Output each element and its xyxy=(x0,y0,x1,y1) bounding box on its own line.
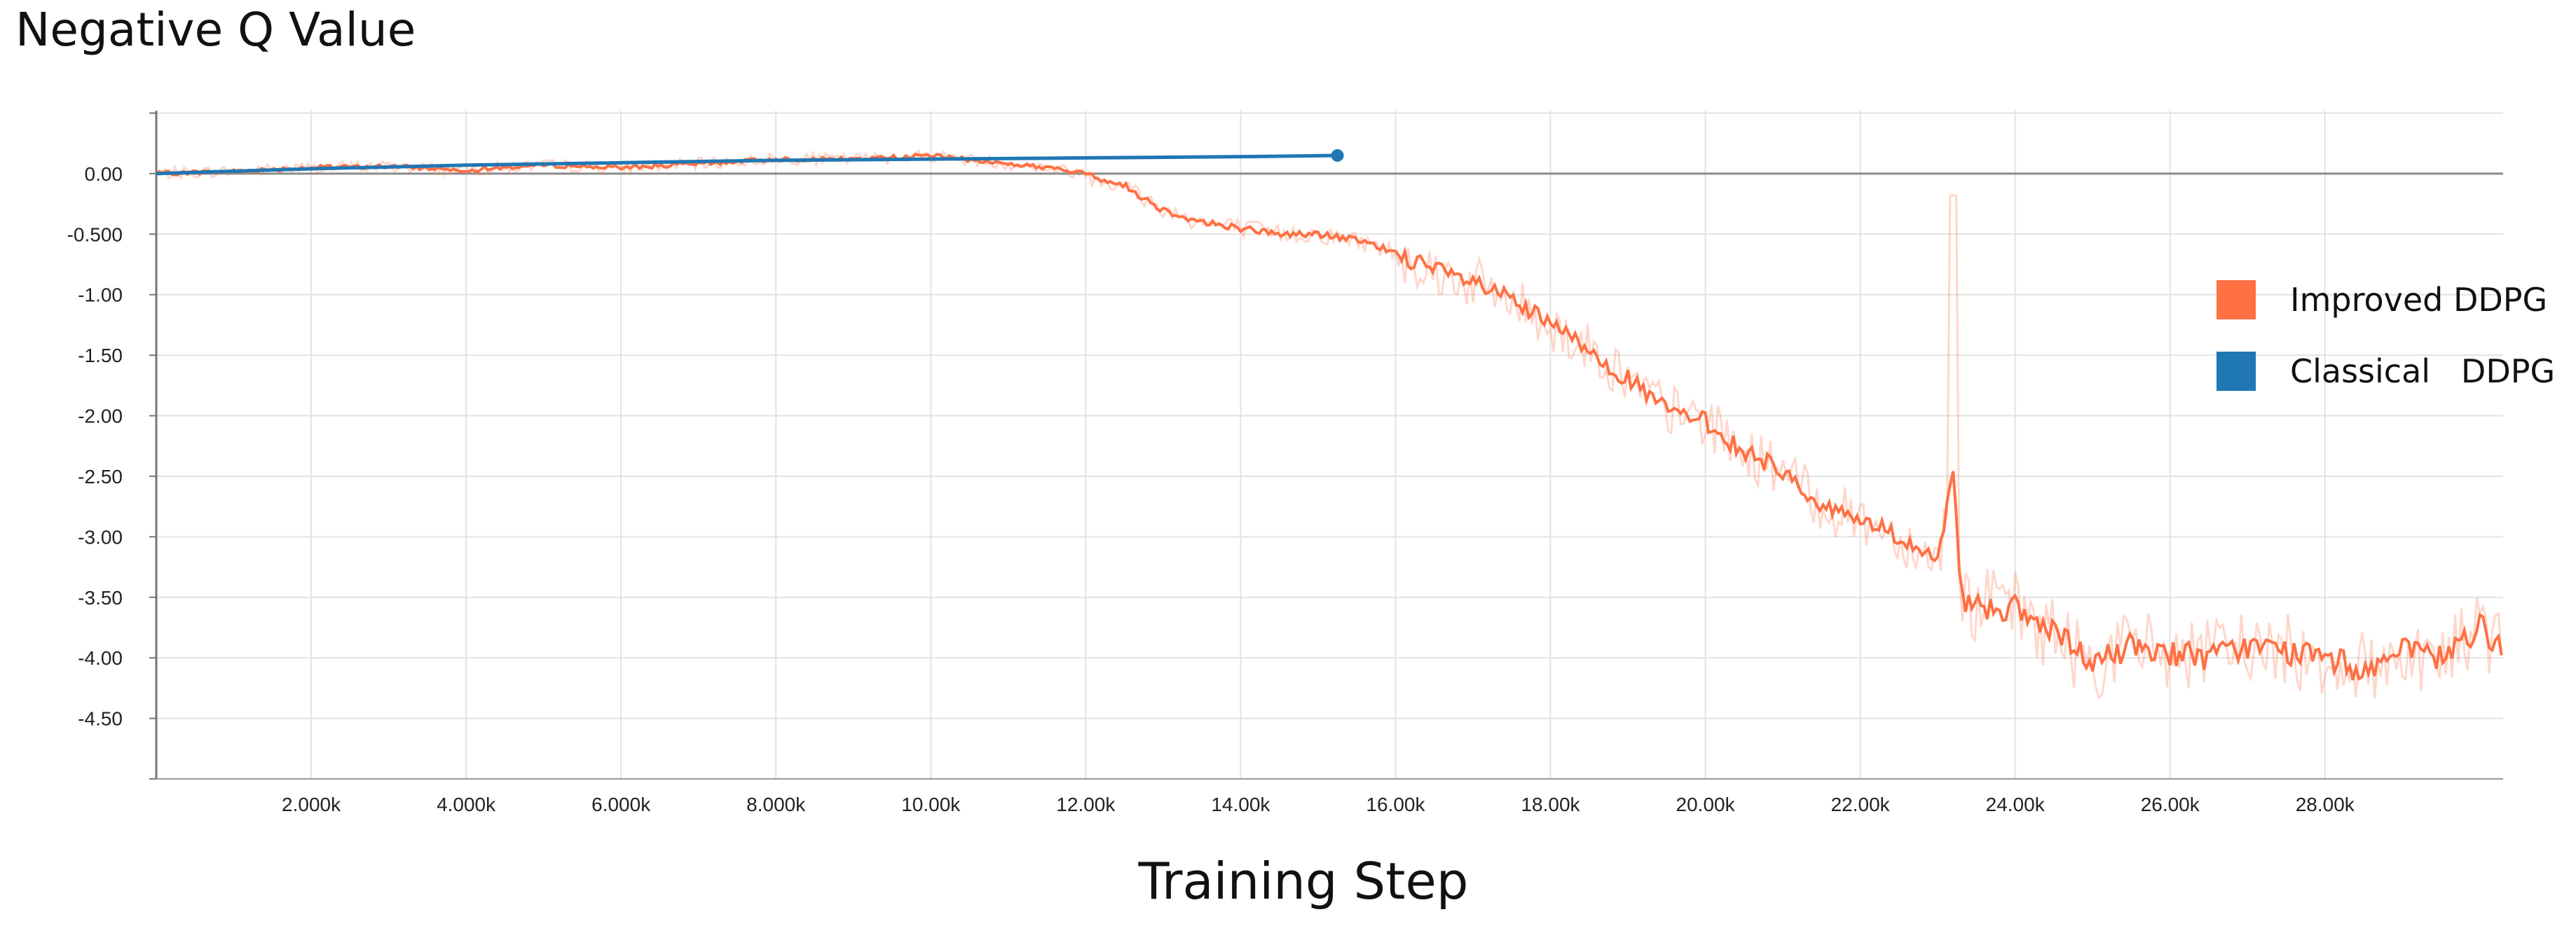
legend-swatch xyxy=(2217,280,2256,319)
y-tick-label: -2.00 xyxy=(78,406,123,427)
axes xyxy=(149,111,2503,780)
x-tick-label: 22.00k xyxy=(1831,794,1891,815)
y-tick-label: -0.500 xyxy=(67,223,123,245)
y-tick-labels: 0.00 -0.500 -1.00 -1.50 -2.00 -2.50 -3.00 -3.50… xyxy=(67,163,123,730)
x-tick-labels: 2.000k 4.000k 6.000k 8.000k 10.00k 12.00k 14.0… xyxy=(282,794,2355,815)
x-tick-label: 28.00k xyxy=(2296,794,2355,815)
x-tick-label: 10.00k xyxy=(901,794,961,815)
x-tick-label: 18.00k xyxy=(1521,794,1580,815)
x-axis-label: Training Step xyxy=(1138,852,1469,911)
x-tick-label: 6.000k xyxy=(591,794,651,815)
legend-label: Improved DDPG xyxy=(2290,281,2547,319)
x-tick-label: 8.000k xyxy=(746,794,806,815)
x-tick-label: 24.00k xyxy=(1986,794,2046,815)
x-tick-label: 14.00k xyxy=(1211,794,1270,815)
series-layer xyxy=(155,148,2503,700)
series-1 xyxy=(156,148,1344,176)
y-tick-label: -3.50 xyxy=(78,587,123,609)
x-tick-label: 26.00k xyxy=(2141,794,2200,815)
legend-swatch xyxy=(2217,352,2256,391)
series-line xyxy=(156,153,1338,176)
grid xyxy=(156,111,2503,780)
series-0 xyxy=(155,148,2503,700)
legend: Improved DDPG Classical DDPG xyxy=(2217,280,2555,391)
y-tick-label: -2.50 xyxy=(78,466,123,488)
series-line xyxy=(155,152,2503,681)
y-tick-label: -4.50 xyxy=(78,708,123,730)
x-tick-label: 16.00k xyxy=(1366,794,1425,815)
y-tick-label: 0.00 xyxy=(85,163,123,185)
x-tick-label: 12.00k xyxy=(1056,794,1116,815)
y-tick-label: -1.50 xyxy=(78,345,123,366)
x-tick-label: 4.000k xyxy=(437,794,496,815)
chart-title: Negative Q Value xyxy=(15,3,416,57)
y-tick-label: -3.00 xyxy=(78,526,123,548)
y-tick-label: -4.00 xyxy=(78,647,123,669)
y-tick-label: -1.00 xyxy=(78,284,123,306)
x-tick-label: 20.00k xyxy=(1676,794,1736,815)
legend-label: Classical DDPG xyxy=(2290,352,2555,390)
x-tick-label: 2.000k xyxy=(282,794,341,815)
series-end-point xyxy=(1331,148,1344,162)
